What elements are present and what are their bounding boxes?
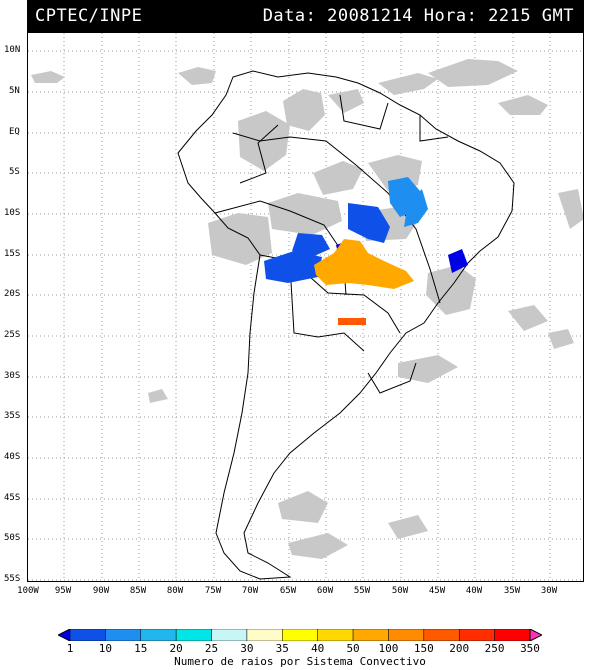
colorbar-segment xyxy=(494,629,531,641)
lightning-systems xyxy=(264,177,468,325)
colorbar-label: 150 xyxy=(413,642,434,655)
lat-label: 10N xyxy=(3,45,22,55)
header-source: CPTEC/INPE xyxy=(35,6,143,26)
lon-label: 60W xyxy=(316,586,334,596)
colorbar-label: 350 xyxy=(520,642,540,655)
colorbar-segment xyxy=(388,629,425,641)
colorbar-label: 200 xyxy=(449,642,470,655)
map-header: CPTEC/INPE Data: 20081214 Hora: 2215 GMT xyxy=(27,0,584,32)
lon-label: 85W xyxy=(129,586,147,596)
lat-label: 55S xyxy=(3,574,22,584)
colorbar-segment xyxy=(282,629,318,641)
colorbar-label: 40 xyxy=(311,642,325,655)
colorbar-segment xyxy=(317,629,354,641)
lat-label: 40S xyxy=(3,452,22,462)
colorbar-segment xyxy=(69,629,106,641)
colorbar-segment xyxy=(423,629,460,641)
lat-label: 5S xyxy=(8,167,21,177)
colorbar-arrow-left xyxy=(58,629,71,641)
colorbar-label: 35 xyxy=(275,642,289,655)
colorbar-label: 100 xyxy=(378,642,399,655)
colorbar-segment xyxy=(352,629,389,641)
lon-label: 55W xyxy=(353,586,371,596)
graticule xyxy=(28,33,583,581)
lon-label: 70W xyxy=(241,586,259,596)
lat-label: 25S xyxy=(3,330,22,340)
colorbar-segment xyxy=(140,629,177,641)
lat-label: 30S xyxy=(3,371,22,381)
lat-label: EQ xyxy=(8,127,21,137)
cloud-cover xyxy=(31,59,583,559)
header-datetime: Data: 20081214 Hora: 2215 GMT xyxy=(262,6,574,26)
lat-label: 10S xyxy=(3,208,22,218)
colorbar-label: 1 xyxy=(66,642,74,655)
colorbar-segment xyxy=(105,629,142,641)
lat-label: 5N xyxy=(8,86,21,96)
lat-label: 35S xyxy=(3,411,22,421)
colorbar-label: 15 xyxy=(134,642,148,655)
colorbar-segment xyxy=(458,629,495,641)
colorbar-label: 20 xyxy=(169,642,183,655)
colorbar-segment xyxy=(175,629,212,641)
lon-label: 40W xyxy=(465,586,483,596)
colorbar xyxy=(58,629,542,641)
lat-label: 15S xyxy=(3,249,22,259)
lat-label: 50S xyxy=(3,533,22,543)
colorbar-label: 50 xyxy=(346,642,360,655)
colorbar-title: Numero de raios por Sistema Convectivo xyxy=(174,655,426,668)
colorbar-label: 10 xyxy=(98,642,112,655)
lon-label: 80W xyxy=(166,586,184,596)
lon-label: 50W xyxy=(391,586,409,596)
lon-label: 45W xyxy=(428,586,446,596)
lon-label: 35W xyxy=(503,586,521,596)
map-frame xyxy=(27,32,584,582)
colorbar-segment xyxy=(211,629,248,641)
map-canvas xyxy=(28,33,583,581)
lat-label: 20S xyxy=(3,289,22,299)
lon-label: 75W xyxy=(204,586,222,596)
colorbar-arrow-right xyxy=(529,629,542,641)
lat-label: 45S xyxy=(3,493,22,503)
colorbar-label: 30 xyxy=(240,642,254,655)
lon-label: 65W xyxy=(279,586,297,596)
colorbar-segment xyxy=(246,629,283,641)
lon-label: 95W xyxy=(54,586,72,596)
colorbar-label: 250 xyxy=(484,642,505,655)
lon-label: 100W xyxy=(17,586,39,596)
colorbar-label: 25 xyxy=(204,642,219,655)
lon-label: 90W xyxy=(92,586,110,596)
lon-label: 30W xyxy=(540,586,558,596)
